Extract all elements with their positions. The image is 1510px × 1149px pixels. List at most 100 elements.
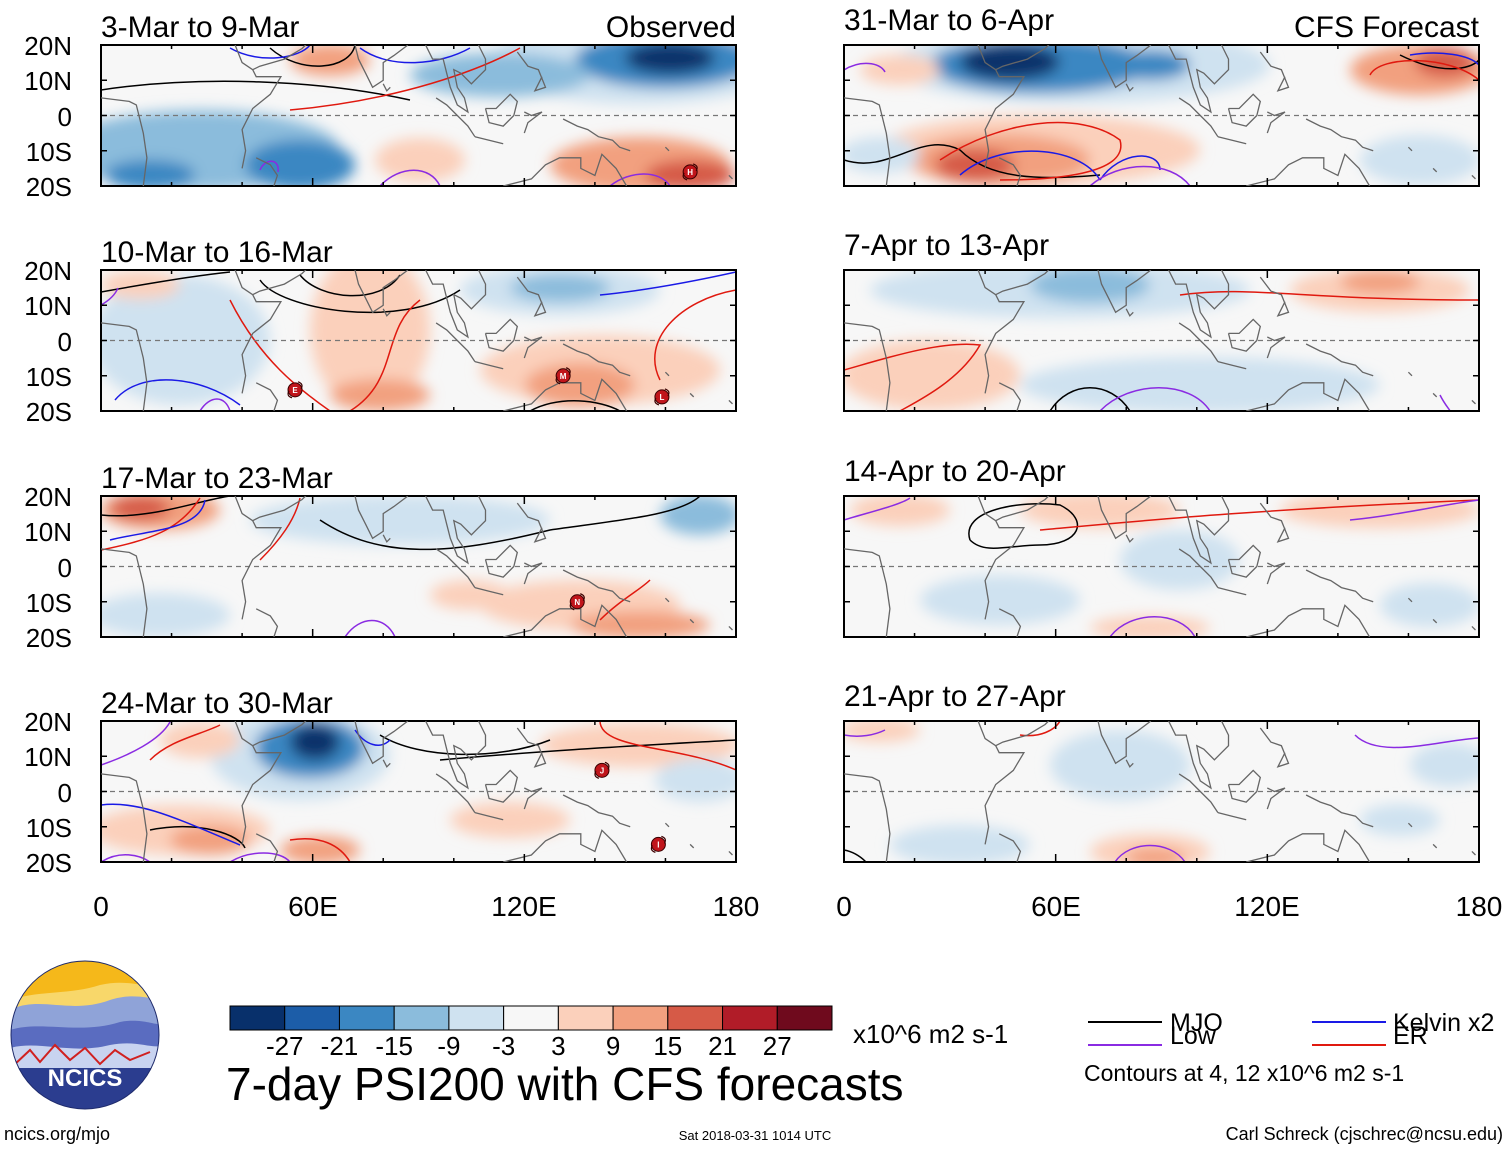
map-panel xyxy=(100,269,737,412)
coastline xyxy=(728,625,733,631)
storm-label: I xyxy=(657,840,659,849)
y-tick-label: 20S xyxy=(26,623,72,653)
low-contour xyxy=(844,62,886,73)
coastline xyxy=(562,343,631,377)
psi-anomaly-blob xyxy=(1415,47,1475,77)
storm-label: L xyxy=(659,393,664,402)
coastline xyxy=(354,721,409,765)
coastline xyxy=(1178,322,1219,362)
kelvin-contour xyxy=(114,379,241,406)
coastline xyxy=(234,45,283,169)
colorbar-swatch xyxy=(557,1005,614,1031)
storm-marker: N xyxy=(569,593,585,611)
kelvin-contour xyxy=(1409,52,1479,66)
y-tick-label: 20N xyxy=(24,707,72,737)
storm-marker: J xyxy=(594,761,610,779)
coastline xyxy=(234,496,283,620)
coastline xyxy=(425,496,487,565)
coastline xyxy=(354,496,409,540)
low-contour xyxy=(1114,844,1186,862)
panel-title: 14-Apr to 20-Apr xyxy=(844,455,1066,488)
coastline xyxy=(516,727,547,768)
coastline xyxy=(474,360,504,370)
legend-label-kelvin: Kelvin x2 xyxy=(1393,1009,1494,1037)
coastline xyxy=(1125,308,1134,317)
psi-anomaly-blob xyxy=(1410,743,1479,787)
coastline xyxy=(995,721,1050,747)
coastline xyxy=(1471,850,1476,856)
coastline xyxy=(255,157,279,186)
colorbar-swatch xyxy=(393,1005,450,1031)
coastline xyxy=(1259,51,1290,92)
observed-label: Observed xyxy=(606,11,736,44)
coastline xyxy=(1305,794,1374,828)
er-contour xyxy=(1179,290,1479,301)
y-tick-label: 20S xyxy=(26,397,72,427)
storm-label: N xyxy=(574,598,580,607)
colorbar-level-label: 21 xyxy=(708,1031,737,1061)
coastline xyxy=(1266,787,1286,810)
coastline xyxy=(101,322,148,411)
coastline xyxy=(503,378,628,411)
coastline xyxy=(1471,625,1476,631)
y-tick-label: 20N xyxy=(24,256,72,286)
psi-anomaly-blob xyxy=(1125,848,1185,862)
coastline xyxy=(354,270,409,314)
kelvin-contour xyxy=(229,45,311,59)
coastline xyxy=(998,608,1022,637)
panel-title: 17-Mar to 23-Mar xyxy=(101,462,333,495)
coastline xyxy=(728,399,733,405)
kelvin-contour xyxy=(109,499,206,541)
low-contour xyxy=(1109,616,1196,637)
colorbar-level-label: -27 xyxy=(266,1031,304,1061)
coastline xyxy=(101,548,148,637)
coastline xyxy=(523,111,543,134)
coastline xyxy=(252,45,307,71)
y-tick-label: 10N xyxy=(24,517,72,547)
mjo-contour xyxy=(844,849,867,862)
map-panel xyxy=(843,269,1480,412)
coastline xyxy=(664,371,670,377)
mjo-contour xyxy=(439,739,736,761)
y-axis-labels: 20N 10N 0 10S 20S 20N 10N 0 10S 20S 20N … xyxy=(24,31,72,878)
coastline xyxy=(474,586,504,596)
map-panel xyxy=(843,495,1480,638)
psi-anomaly-blob xyxy=(1110,50,1190,80)
storm-marker: I xyxy=(650,835,666,853)
mjo-contour xyxy=(269,45,356,67)
coastline xyxy=(1259,502,1290,543)
coastline xyxy=(1168,721,1230,790)
coastline xyxy=(435,773,476,813)
colorbar-level-label: 3 xyxy=(551,1031,565,1061)
y-tick-label: 10S xyxy=(26,588,72,618)
er-contour xyxy=(844,343,982,411)
low-contour xyxy=(344,619,396,637)
coastline xyxy=(101,97,148,186)
y-tick-label: 10N xyxy=(24,291,72,321)
psi-anomaly-blob xyxy=(1280,496,1479,528)
legend-label-mjo: MJO xyxy=(1170,1009,1223,1037)
colorbar-level-label: -9 xyxy=(437,1031,460,1061)
x-axis-labels: 0 60E 120E 180 0 60E 120E 180 xyxy=(93,891,1502,922)
y-tick-label: 0 xyxy=(58,553,72,583)
coastline xyxy=(425,721,487,790)
colorbar-swatch xyxy=(229,1005,286,1031)
colorbar: -27 -21 -15 -9 -3 3 9 15 21 27 x10^6 m2 s-1 xyxy=(229,1005,1008,1061)
kelvin-contour xyxy=(1099,155,1161,181)
colorbar-swatch xyxy=(284,1005,340,1031)
low-contour xyxy=(101,287,119,306)
coastline xyxy=(664,146,670,152)
coastline xyxy=(255,608,279,637)
colorbar-swatch xyxy=(338,1005,395,1031)
coastline xyxy=(252,721,307,747)
coastline xyxy=(516,51,547,92)
coastline xyxy=(252,496,307,522)
mjo-contour xyxy=(101,496,231,517)
coastline xyxy=(474,811,504,821)
coastline xyxy=(995,496,1050,522)
site-link[interactable]: ncics.org/mjo xyxy=(4,1124,110,1144)
x-tick-label: 120E xyxy=(491,891,556,922)
er-contour xyxy=(654,289,736,381)
panel-title: 21-Apr to 27-Apr xyxy=(844,680,1066,713)
